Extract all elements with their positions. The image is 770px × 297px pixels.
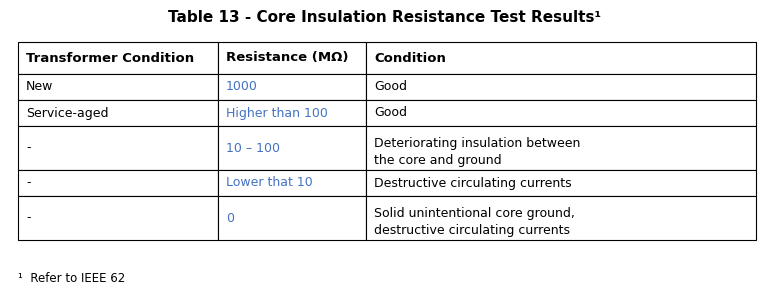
Text: Solid unintentional core ground,
destructive circulating currents: Solid unintentional core ground, destruc… [374, 207, 575, 237]
Text: Higher than 100: Higher than 100 [226, 107, 328, 119]
Bar [18, 42, 218, 74]
Bar [218, 74, 366, 100]
Text: 0: 0 [226, 211, 234, 225]
Bar [218, 170, 366, 196]
Text: ¹  Refer to IEEE 62: ¹ Refer to IEEE 62 [18, 272, 126, 285]
Bar [366, 100, 756, 126]
Bar [18, 170, 218, 196]
Bar [218, 42, 366, 74]
Bar [218, 196, 366, 240]
Text: Transformer Condition: Transformer Condition [26, 51, 194, 64]
Bar [18, 100, 218, 126]
Text: 1000: 1000 [226, 80, 258, 94]
Text: Table 13 - Core Insulation Resistance Test Results¹: Table 13 - Core Insulation Resistance Te… [169, 10, 601, 26]
Bar [18, 74, 218, 100]
Text: Service-aged: Service-aged [26, 107, 109, 119]
Bar [366, 170, 756, 196]
Bar [366, 196, 756, 240]
Text: Condition: Condition [374, 51, 446, 64]
Text: -: - [26, 176, 31, 189]
Text: New: New [26, 80, 53, 94]
Bar [218, 100, 366, 126]
Text: Lower that 10: Lower that 10 [226, 176, 313, 189]
Text: 10 – 100: 10 – 100 [226, 141, 280, 154]
Text: Destructive circulating currents: Destructive circulating currents [374, 176, 571, 189]
Bar [18, 196, 218, 240]
Bar [366, 42, 756, 74]
Text: Good: Good [374, 80, 407, 94]
Text: -: - [26, 211, 31, 225]
Bar [366, 74, 756, 100]
Bar [218, 126, 366, 170]
Bar [366, 126, 756, 170]
Text: Deteriorating insulation between
the core and ground: Deteriorating insulation between the cor… [374, 137, 581, 167]
Text: Good: Good [374, 107, 407, 119]
Text: -: - [26, 141, 31, 154]
Bar [18, 126, 218, 170]
Text: Resistance (MΩ): Resistance (MΩ) [226, 51, 349, 64]
